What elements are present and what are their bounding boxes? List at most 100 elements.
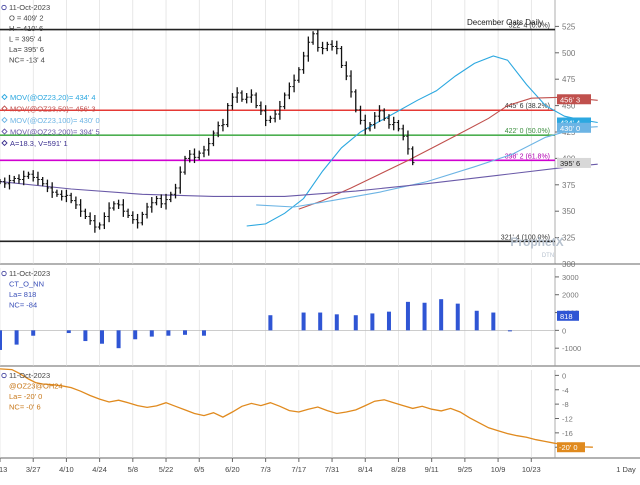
cot-bar: [439, 299, 444, 331]
cot-info-3: NC= -84: [9, 301, 37, 310]
cot-bar: [166, 330, 171, 336]
cot-bar: [0, 330, 2, 350]
price-info-2: H = 410' 6: [9, 24, 43, 33]
price-tick-label-7: 350: [562, 207, 576, 216]
price-info-0: 11-Oct-2023: [9, 3, 50, 12]
cot-bar: [268, 315, 273, 331]
cot-bar: [334, 314, 339, 331]
spread-info-1: @OZ23@OH24: [9, 382, 63, 391]
ma-legend-label-4: A=18.3, V=591' 1: [10, 139, 68, 148]
cot-bar: [386, 311, 391, 331]
legend-diamond-icon: [1, 139, 8, 147]
legend-diamond-icon: [1, 128, 8, 135]
retracement-label-0: 522' 4 (0.0%): [509, 23, 550, 30]
date-tick-label-16: 10/23: [522, 465, 541, 474]
legend-diamond-icon: [1, 93, 8, 101]
cot-info-0: 11-Oct-2023: [9, 269, 50, 278]
date-tick-label-4: 5/8: [128, 465, 138, 474]
cot-bar: [455, 303, 460, 331]
retracement-label-2: 422' 0 (50.0%): [505, 128, 550, 135]
cot-bar: [83, 330, 88, 342]
cot-bar: [66, 330, 71, 334]
interval-label: 1 Day: [616, 465, 636, 474]
price-tick-label-3: 450: [562, 102, 576, 111]
cot-bar: [318, 312, 323, 331]
cot-bar: [133, 330, 138, 340]
moving-average-200: [0, 163, 598, 197]
date-tick-label-12: 8/28: [391, 465, 406, 474]
cot-bar: [491, 312, 496, 331]
price-tick-label-8: 325: [562, 234, 576, 243]
spread-tick-label-1: -4: [562, 386, 569, 395]
cot-bar: [183, 330, 187, 335]
price-tag-2: [557, 122, 591, 133]
cot-bar: [370, 313, 375, 331]
watermark-brand: ProphetX: [510, 235, 563, 249]
cot-last-label: 818: [560, 312, 573, 321]
date-tick-label-10: 7/31: [325, 465, 340, 474]
price-tag-label-3: 395' 6: [560, 159, 580, 168]
date-tick-label-9: 7/17: [292, 465, 307, 474]
cot-bar: [31, 330, 36, 336]
price-info-5: NC= -13' 4: [9, 56, 45, 65]
cot-info-1: CT_O_NN: [9, 280, 44, 289]
date-tick-label-7: 6/20: [225, 465, 240, 474]
moving-average-20: [246, 55, 598, 227]
date-tick-label-6: 6/5: [194, 465, 204, 474]
price-tag-label-0: 456' 3: [560, 95, 580, 104]
date-tick-label-13: 9/11: [425, 465, 439, 474]
ma-legend-label-1: MOV(@OZ23,50)= 456' 3: [10, 105, 96, 114]
cot-bar: [201, 330, 206, 336]
retracement-label-4: 321' 4 (100.0%): [501, 234, 550, 241]
date-tick-label-0: 3/13: [0, 465, 7, 474]
price-tag-label-2: 430' 0: [560, 124, 580, 133]
cot-info-2: La= 818: [9, 290, 36, 299]
date-tick-label-2: 4/10: [59, 465, 74, 474]
legend-diamond-icon: [1, 105, 8, 112]
price-tag-0: [557, 94, 591, 105]
cot-tick-label-4: -1000: [562, 344, 581, 353]
price-info-4: La= 395' 6: [9, 45, 44, 54]
price-tick-label-1: 500: [562, 49, 576, 58]
price-tag-3: [557, 157, 591, 168]
cot-bar: [474, 310, 479, 331]
cot-tick-label-0: 3000: [562, 273, 579, 282]
cot-bar: [116, 330, 121, 349]
info-marker-icon: [1, 4, 7, 11]
ma-legend-label-2: MOV(@OZ23,100)= 430' 0: [10, 116, 100, 125]
chart-title: December Oats Daily: [467, 18, 543, 27]
price-tick-label-9: 300: [562, 260, 576, 269]
ma-legend-label-0: MOV(@OZ23,20)= 434' 4: [10, 93, 96, 102]
cot-bar: [99, 330, 104, 344]
retracement-label-3: 398' 2 (61.8%): [505, 153, 550, 160]
info-marker-icon: [1, 270, 7, 277]
spread-info-0: 11-Oct-2023: [9, 371, 50, 380]
retracement-label-1: 445' 6 (38.2%): [505, 103, 550, 110]
spread-last-tag: [557, 442, 585, 453]
spread-last-label: -20' 0: [559, 443, 578, 452]
date-tick-label-14: 9/25: [458, 465, 473, 474]
spread-tick-label-2: -8: [562, 400, 569, 409]
price-tick-label-6: 375: [562, 181, 576, 190]
moving-average-50: [298, 96, 598, 210]
cot-last-tag: [557, 310, 579, 321]
date-tick-label-1: 3/27: [26, 465, 41, 474]
spread-tick-label-3: -12: [562, 414, 573, 423]
watermark-sub: DTN: [542, 253, 554, 259]
price-info-1: O = 409' 2: [9, 14, 44, 23]
spread-tick-label-4: -16: [562, 429, 573, 438]
cot-bar: [353, 315, 358, 331]
date-tick-label-11: 8/14: [358, 465, 373, 474]
date-tick-label-3: 4/24: [92, 465, 107, 474]
spread-info-3: NC= -0' 6: [9, 403, 41, 412]
price-info-3: L = 395' 4: [9, 35, 42, 44]
cot-bar: [422, 302, 427, 331]
legend-diamond-icon: [1, 116, 8, 124]
cot-bar: [507, 330, 512, 332]
cot-bar: [301, 312, 306, 331]
date-tick-label-5: 5/22: [159, 465, 174, 474]
price-tick-label-2: 475: [562, 75, 576, 84]
price-tag-1: [557, 117, 591, 128]
info-marker-icon: [1, 372, 7, 379]
